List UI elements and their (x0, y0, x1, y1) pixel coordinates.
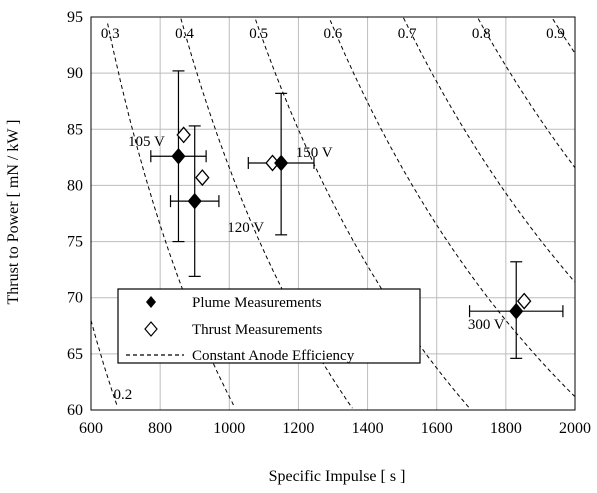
legend-box (117, 288, 421, 364)
y-tick-label: 90 (67, 65, 83, 82)
plume-measurement-point (171, 147, 186, 165)
y-axis-label: Thrust to Power [ mN / kW ] (5, 119, 22, 304)
x-tick-labels: 600 800 1000 1200 1400 1600 1800 2000 (79, 420, 591, 437)
efficiency-curve (477, 18, 576, 169)
y-tick-label: 85 (67, 121, 83, 138)
x-tick-label: 600 (79, 420, 103, 437)
y-tick-labels: 60 65 70 75 80 85 90 95 (67, 9, 83, 419)
efficiency-curve (107, 23, 236, 408)
efficiency-curves (90, 17, 576, 409)
thrust-measurement-point (176, 126, 191, 144)
legend-plume-marker (146, 296, 156, 308)
legend-plume-label: Plume Measurements (192, 295, 322, 311)
plot-border (90, 16, 576, 411)
efficiency-curve-label: 0.5 (249, 26, 268, 42)
x-tick-label: 1800 (490, 420, 522, 437)
efficiency-curve-label: 0.7 (398, 26, 417, 42)
y-tick-label: 80 (67, 177, 83, 194)
voltage-label: 300 V (468, 317, 505, 333)
efficiency-curve-label: 0.8 (472, 26, 491, 42)
legend-eff-label: Constant Anode Efficiency (192, 348, 355, 364)
y-tick-label: 70 (67, 290, 83, 307)
legend-thrust-marker (144, 321, 158, 337)
voltage-annotations: 105 V 120 V 150 V 300 V (128, 134, 505, 333)
thrust-measurement-point (195, 169, 210, 187)
efficiency-curve (90, 320, 118, 407)
efficiency-curve-label: 0.4 (175, 26, 194, 42)
plume-measurement-point (274, 154, 289, 172)
plume-measurement-point (187, 192, 202, 210)
efficiency-curve-label: 0.6 (323, 26, 342, 42)
plume-measurement-point (509, 302, 524, 320)
efficiency-curve (403, 17, 576, 283)
voltage-label: 150 V (296, 145, 333, 161)
y-tick-label: 75 (67, 234, 83, 251)
efficiency-curve-label: 0.9 (546, 26, 565, 42)
efficiency-curve (180, 18, 353, 409)
voltage-label: 105 V (128, 134, 165, 150)
x-tick-label: 800 (148, 420, 172, 437)
y-tick-label: 95 (67, 9, 83, 26)
thrust-measurement-point (516, 292, 532, 310)
y-tick-label: 65 (67, 346, 83, 363)
x-axis-label: Specific Impulse [ s ] (269, 468, 406, 485)
data-points (171, 126, 532, 320)
x-tick-label: 1200 (282, 420, 314, 437)
y-tick-label: 60 (67, 402, 83, 419)
efficiency-curve (329, 20, 576, 398)
efficiency-curve-label: 0.3 (101, 26, 120, 42)
x-tick-label: 1000 (213, 420, 245, 437)
legend: Plume Measurements Thrust Measurements C… (117, 288, 421, 364)
efficiency-curve-label: 0.2 (113, 387, 132, 403)
efficiency-curve-labels: 0.2 0.3 0.4 0.5 0.6 0.7 0.8 0.9 (101, 26, 565, 403)
legend-thrust-label: Thrust Measurements (192, 322, 323, 338)
x-tick-label: 1600 (421, 420, 453, 437)
x-tick-label: 2000 (559, 420, 591, 437)
voltage-label: 120 V (227, 220, 264, 236)
x-tick-label: 1400 (352, 420, 384, 437)
efficiency-curve (255, 19, 471, 409)
